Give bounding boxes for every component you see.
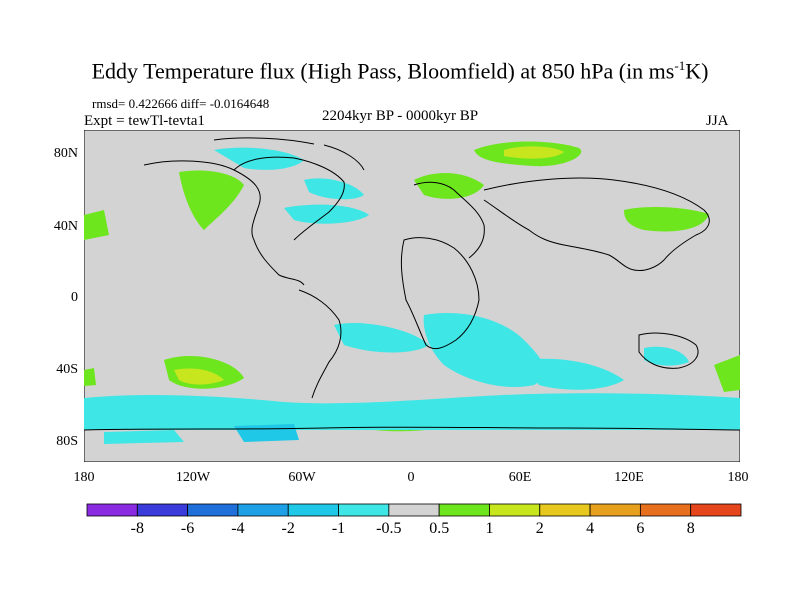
colorbar-box-12 [690, 503, 742, 517]
lon-label-60w: 60W [288, 470, 316, 485]
colorbar-box-1 [136, 503, 189, 517]
lon-label-180w: 180 [73, 470, 95, 485]
map-title: Eddy Temperature flux (High Pass, Bloomf… [91, 58, 709, 84]
lat-label-0: 0 [71, 290, 78, 305]
colorbar [86, 503, 742, 517]
colorbar-box-11 [639, 503, 692, 517]
period-label: 2204kyr BP - 0000kyr BP [322, 108, 479, 124]
lon-label-0: 0 [407, 470, 415, 485]
lat-label-40n: 40N [53, 219, 78, 234]
colorbar-box-5 [338, 503, 390, 517]
lon-label-120w: 120W [175, 470, 211, 485]
coastlines [84, 137, 740, 431]
lat-label-40s: 40S [56, 362, 78, 377]
colorbar-label-9: 4 [586, 520, 595, 537]
colorbar-label-10: 6 [636, 520, 645, 537]
colorbar-box-2 [187, 503, 239, 517]
lon-label-120e: 120E [614, 470, 644, 485]
colorbar-box-9 [539, 503, 591, 517]
lon-label-180e: 180 [727, 470, 749, 485]
colorbar-box-6 [388, 503, 440, 517]
colorbar-box-10 [589, 503, 641, 517]
colorbar-box-0 [86, 503, 138, 517]
colorbar-box-3 [237, 503, 289, 517]
colorbar-label-11: 8 [686, 520, 695, 537]
colorbar-label-6: 0.5 [429, 520, 450, 537]
colorbar-label-8: 2 [535, 520, 544, 537]
lon-label-60e: 60E [508, 470, 532, 485]
colorbar-label-3: -2 [281, 520, 295, 537]
lat-label-80s: 80S [56, 434, 78, 449]
colorbar-label-0: -8 [130, 520, 144, 537]
colorbar-label-7: 1 [485, 520, 494, 537]
colorbar-box-7 [438, 503, 490, 517]
colorbar-box-8 [489, 503, 541, 517]
colorbar-label-4: -1 [331, 520, 346, 537]
stats-text: rmsd= 0.422666 diff= -0.0164648 [92, 96, 270, 111]
negative-regions [84, 147, 740, 444]
experiment-label: Expt = tewTl-tevta1 [84, 113, 205, 129]
colorbar-label-5: -0.5 [376, 520, 402, 537]
map-panel [84, 130, 740, 462]
lat-label-80n: 80N [53, 146, 78, 161]
season-label: JJA [706, 113, 729, 129]
colorbar-box-4 [287, 503, 339, 517]
colorbar-label-2: -4 [231, 520, 245, 537]
colorbar-label-1: -6 [180, 520, 195, 537]
